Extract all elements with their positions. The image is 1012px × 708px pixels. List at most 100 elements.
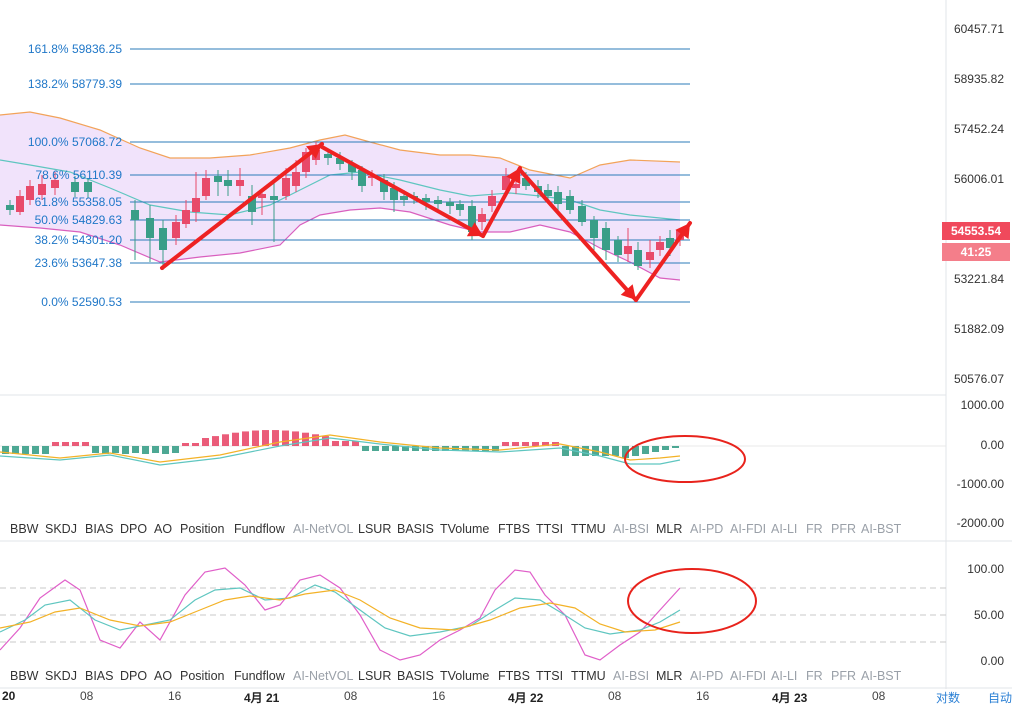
candlestick — [348, 164, 356, 172]
candlestick — [146, 218, 154, 238]
price-axis-label: 56006.01 — [953, 172, 1004, 186]
indicator-tab-ftbs[interactable]: FTBS — [498, 522, 530, 536]
candlestick — [380, 180, 388, 192]
auto-scale-button[interactable]: 自动 — [988, 691, 1012, 705]
time-axis-label: 4月 23 — [772, 691, 808, 705]
log-scale-button[interactable]: 对数 — [936, 691, 961, 705]
indicator-tab-bias[interactable]: BIAS — [85, 669, 114, 683]
candlestick — [302, 152, 310, 172]
indicator-tab-position[interactable]: Position — [180, 522, 225, 536]
indicator-tab-ai-netvol[interactable]: AI-NetVOL — [293, 669, 354, 683]
indicator-tab-ai-li[interactable]: AI-LI — [771, 669, 798, 683]
price-axis-label: 51882.09 — [953, 322, 1004, 336]
indicator-tab-ai-fdi[interactable]: AI-FDI — [730, 522, 767, 536]
highlight-circle-kdj — [627, 568, 757, 634]
indicator-tab-ai-netvol[interactable]: AI-NetVOL — [293, 522, 354, 536]
indicator-tab-fr[interactable]: FR — [806, 669, 823, 683]
drawn-arrow-5 — [634, 221, 692, 302]
macd-histogram-bar — [12, 446, 19, 454]
indicator-tab-mlr[interactable]: MLR — [656, 522, 683, 536]
candlestick — [368, 176, 376, 178]
indicator-tab-ai-bsi[interactable]: AI-BSI — [613, 522, 650, 536]
candlestick — [26, 186, 34, 200]
macd-histogram-bar — [492, 446, 499, 451]
indicator-tab-ai-bsi[interactable]: AI-BSI — [613, 669, 650, 683]
macd-histogram-bar — [192, 443, 199, 446]
macd-histogram-bar — [512, 442, 519, 446]
macd-histogram-bar — [272, 430, 279, 446]
macd-histogram-bar — [92, 446, 99, 453]
candlestick — [172, 222, 180, 238]
indicator-tab-dpo[interactable]: DPO — [120, 522, 148, 536]
macd-histogram-bar — [2, 446, 9, 454]
macd-histogram-bar — [112, 446, 119, 453]
indicator-tab-bias[interactable]: BIAS — [85, 522, 114, 536]
indicator-tab-ftbs[interactable]: FTBS — [498, 669, 530, 683]
indicator-tab-ai-fdi[interactable]: AI-FDI — [730, 669, 767, 683]
indicator-tab-fr[interactable]: FR — [806, 522, 823, 536]
indicator-tab-lsur[interactable]: LSUR — [358, 522, 392, 536]
indicator-tab-ai-pd[interactable]: AI-PD — [690, 522, 724, 536]
indicator-tab-pfr[interactable]: PFR — [831, 669, 856, 683]
kdj-axis-label: 50.00 — [973, 608, 1004, 622]
time-axis-label: 16 — [696, 689, 710, 703]
indicator-tab-pfr[interactable]: PFR — [831, 522, 856, 536]
macd-histogram-bar — [202, 438, 209, 446]
indicator-tab-bbw[interactable]: BBW — [10, 522, 39, 536]
candlestick — [214, 176, 222, 182]
fib-level-label: 161.8% 59836.25 — [27, 42, 122, 56]
indicator-tab-ttsi[interactable]: TTSI — [536, 522, 564, 536]
indicator-tab-skdj[interactable]: SKDJ — [45, 522, 77, 536]
indicator-tab-mlr[interactable]: MLR — [656, 669, 683, 683]
price-axis-label: 53221.84 — [953, 272, 1004, 286]
fib-level-label: 138.2% 58779.39 — [27, 77, 122, 91]
indicator-tab-tvolume[interactable]: TVolume — [440, 522, 490, 536]
indicator-tab-bbw[interactable]: BBW — [10, 669, 39, 683]
macd-histogram-bar — [652, 446, 659, 452]
macd-histogram-bar — [42, 446, 49, 454]
bollinger-band-fill — [0, 112, 680, 280]
indicator-tab-ai-pd[interactable]: AI-PD — [690, 669, 724, 683]
indicator-tab-tvolume[interactable]: TVolume — [440, 669, 490, 683]
indicator-tab-ai-bst[interactable]: AI-BST — [861, 522, 902, 536]
indicator-tab-basis[interactable]: BASIS — [397, 669, 434, 683]
macd-histogram-bar — [372, 446, 379, 451]
indicator-tab-ai-li[interactable]: AI-LI — [771, 522, 798, 536]
candlestick — [666, 238, 674, 248]
candlestick — [578, 206, 586, 222]
candlestick — [71, 182, 79, 192]
indicator-tab-ttsi[interactable]: TTSI — [536, 669, 564, 683]
time-axis-label: 08 — [872, 689, 886, 703]
candle-countdown-tag: 41:25 — [942, 243, 1010, 261]
candlestick — [456, 204, 464, 210]
indicator-tab-position[interactable]: Position — [180, 669, 225, 683]
macd-histogram-bar — [322, 436, 329, 446]
indicator-tab-ao[interactable]: AO — [154, 522, 173, 536]
macd-histogram-bar — [612, 446, 619, 456]
indicator-tab-ttmu[interactable]: TTMU — [571, 669, 606, 683]
macd-histogram-bar — [282, 430, 289, 446]
highlight-circle-macd — [624, 435, 746, 483]
candlestick — [400, 196, 408, 200]
candlestick — [159, 228, 167, 250]
kdj-axis-label: 0.00 — [980, 654, 1004, 668]
macd-histogram-bar — [482, 446, 489, 451]
price-axis-label: 58935.82 — [953, 72, 1004, 86]
candlestick — [422, 198, 430, 202]
indicator-tab-skdj[interactable]: SKDJ — [45, 669, 77, 683]
indicator-tab-ttmu[interactable]: TTMU — [571, 522, 606, 536]
indicator-tab-dpo[interactable]: DPO — [120, 669, 148, 683]
indicator-tab-fundflow[interactable]: Fundflow — [234, 669, 285, 683]
indicator-tab-lsur[interactable]: LSUR — [358, 669, 392, 683]
indicator-tab-ao[interactable]: AO — [154, 669, 173, 683]
drawn-arrow-1-head — [306, 144, 322, 159]
indicator-tab-basis[interactable]: BASIS — [397, 522, 434, 536]
candlestick — [478, 214, 486, 222]
macd-histogram-bar — [342, 441, 349, 446]
indicator-tab-fundflow[interactable]: Fundflow — [234, 522, 285, 536]
macd-histogram-bar — [102, 446, 109, 454]
indicator-tab-ai-bst[interactable]: AI-BST — [861, 669, 902, 683]
macd-histogram-bar — [162, 446, 169, 454]
fib-level-label: 50.0% 54829.63 — [34, 213, 122, 227]
